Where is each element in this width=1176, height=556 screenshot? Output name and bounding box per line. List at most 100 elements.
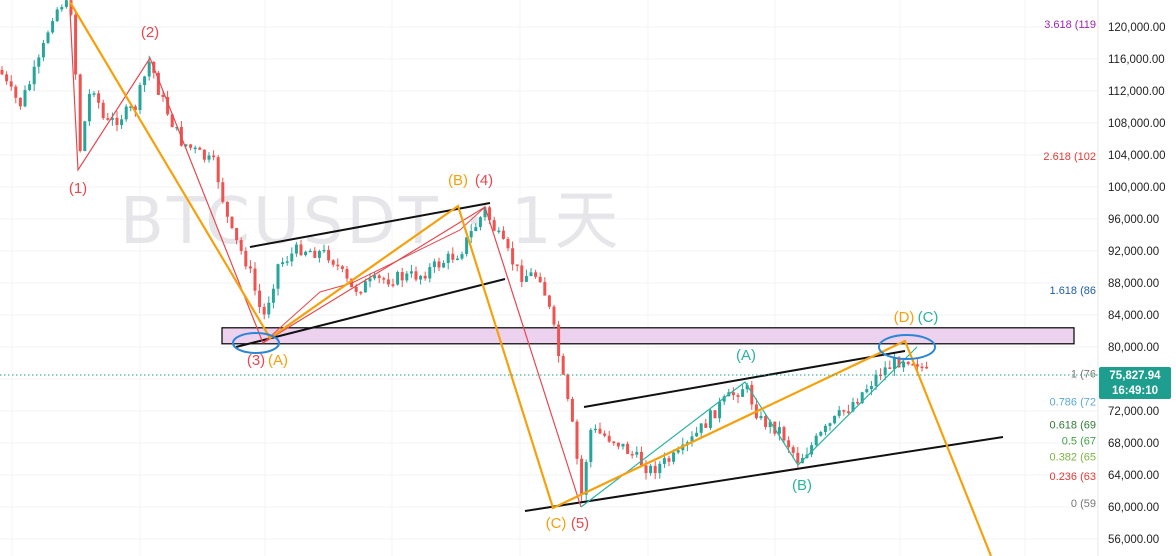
candle-body [593,428,597,431]
orange-wave-path[interactable] [69,1,993,556]
wave-label: (C) [546,515,567,532]
candle-body [143,76,147,86]
teal-wave-path[interactable] [580,346,918,508]
y-tick-label: 68,000.00 [1108,438,1159,450]
candle-body [455,258,459,261]
candle-body [543,282,547,296]
candle-body [267,302,271,315]
candle-body [377,275,381,279]
price-axis[interactable]: 56,000.00 60,000.00 64,000.00 68,000.00 72,0… [1097,0,1171,556]
candle-body [0,70,4,75]
candle-body [386,279,390,285]
candle-body [92,93,96,95]
candle-body [244,250,248,267]
candle-body [41,42,45,58]
y-tick-label: 56,000.00 [1108,534,1159,546]
candle-body [695,432,699,437]
candle-body [78,74,82,151]
candle-body [354,286,358,292]
fib-level-label: 0.382 (65 [1050,452,1096,464]
y-tick-label: 120,000.00 [1108,22,1166,34]
fib-level-label: 1.618 (86 [1050,285,1096,297]
candle-body [708,410,712,428]
candle-body [704,423,708,428]
candle-body [511,248,515,265]
candle-body [906,361,910,365]
candle-body [676,450,680,453]
candle-body [653,465,657,474]
candle-body [741,389,745,397]
candle-body [575,421,579,459]
candle-body [819,432,823,436]
candle-body [258,290,262,307]
y-tick-label: 60,000.00 [1108,502,1159,514]
y-tick-label: 96,000.00 [1108,214,1159,226]
candle-body [331,260,335,265]
candle-body [474,227,478,232]
candle-body [736,395,740,397]
candle-body [814,435,818,446]
candle-body [428,267,432,279]
candle-body [248,266,252,269]
candle-body [520,265,524,282]
y-tick-label: 104,000.00 [1108,150,1166,162]
candle-body [782,427,786,441]
candle-body [235,228,239,241]
candle-body [529,272,533,276]
candle-body [460,254,464,259]
candle-body [414,271,418,280]
channel2-upper-line[interactable] [583,350,906,408]
wave-labels: (1)(2)(B) (4)(3) (A) (A)(B)(C) (5)(D) (C) [69,24,939,532]
candle-body [120,119,124,126]
candle-body [469,231,473,238]
candle-body [759,415,763,419]
wave-label: (B) [792,477,812,494]
highlight-circle-left[interactable] [232,332,280,354]
candle-body [207,155,211,160]
candle-body [304,251,308,256]
fib-level-label: 0.5 (67 [1062,436,1096,448]
candle-body [225,201,229,217]
candle-body [846,411,850,413]
candle-body [363,281,367,293]
red-wave-path[interactable] [69,9,582,508]
red-abc-zigzag[interactable] [262,206,486,344]
y-tick-label: 108,000.00 [1108,118,1166,130]
y-tick-labels: 56,000.00 60,000.00 64,000.00 68,000.00 72,0… [1108,22,1166,546]
candle-body [584,461,588,495]
candle-body [497,230,501,233]
candle-body [281,262,285,265]
candle-body [23,90,27,107]
resistance-zone[interactable] [221,327,1075,345]
candle-body [101,102,105,119]
candle-body [147,61,151,77]
candlestick-series [0,0,929,502]
candle-body [299,244,303,256]
channel2-lower-line[interactable] [524,436,1004,512]
candle-body [290,253,294,262]
candle-body [32,66,36,85]
candle-body [115,117,119,126]
channel1-lower-line[interactable] [235,278,506,348]
candle-body [787,440,791,448]
candle-body [603,433,607,436]
candle-body [198,147,202,150]
fib-level-label: 0.618 (69 [1050,420,1096,432]
candle-body [538,276,542,283]
wave-label: (C) [918,309,939,326]
candle-body [925,366,929,369]
candle-body [156,72,160,95]
candle-body [46,32,50,43]
candle-body [777,427,781,434]
candle-body [478,217,482,228]
candle-body [911,364,915,366]
candle-body [110,117,114,120]
highlight-circle-right[interactable] [878,334,936,360]
candle-body [856,402,860,404]
wave-label: (4) [475,172,493,189]
candle-body [18,97,22,107]
current-price-value: 75,827.94 [1109,370,1161,382]
candle-body [892,357,896,369]
fib-level-label: 1 (76 [1071,368,1096,380]
